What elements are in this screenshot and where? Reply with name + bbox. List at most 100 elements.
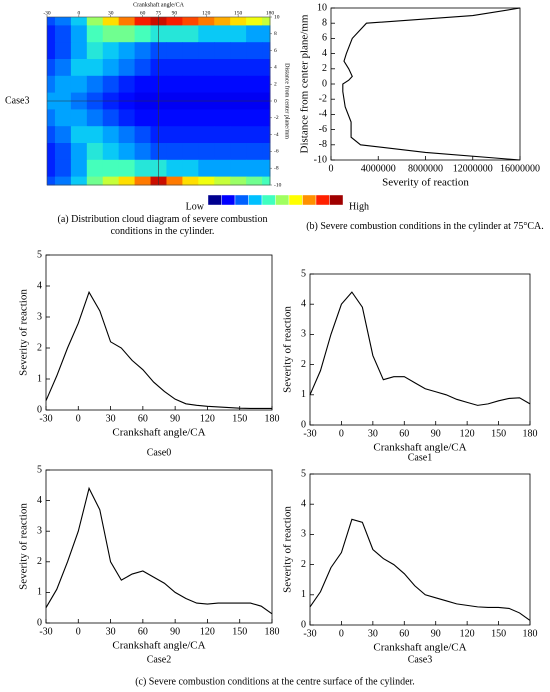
heat-cell bbox=[262, 143, 271, 161]
heat-cell bbox=[102, 159, 120, 178]
line-series bbox=[309, 518, 531, 621]
heat-cell bbox=[214, 25, 231, 43]
heat-cell bbox=[198, 59, 215, 77]
y-tick-label: -4 bbox=[319, 109, 327, 120]
colorbar-low: Low bbox=[186, 201, 205, 212]
heat-cell bbox=[198, 126, 215, 144]
heat-cell bbox=[198, 159, 215, 178]
heat-cell bbox=[182, 143, 199, 161]
x-tick-label: 75 bbox=[156, 10, 162, 16]
heat-cell bbox=[134, 126, 152, 144]
heat-cell bbox=[262, 126, 271, 144]
y-tick-label: 0 bbox=[301, 419, 306, 430]
heat-cell bbox=[214, 109, 231, 127]
x-tick-label: 180 bbox=[266, 10, 275, 16]
heat-cell bbox=[134, 109, 152, 127]
heat-cell bbox=[54, 143, 72, 161]
heat-cell bbox=[47, 143, 56, 161]
heat-cell bbox=[262, 42, 271, 60]
heat-cell bbox=[166, 42, 183, 60]
x-tick-label: -30 bbox=[39, 413, 52, 424]
figure-caption: (c) Severe combustion conditions at the … bbox=[135, 676, 415, 687]
heat-cell bbox=[246, 126, 263, 144]
heat-cell bbox=[118, 42, 136, 60]
heat-cell bbox=[118, 59, 136, 77]
y-tick-label: 6 bbox=[322, 33, 327, 44]
x-tick-label: 120 bbox=[460, 428, 475, 439]
y-tick-label: 1 bbox=[37, 587, 42, 598]
heat-cell bbox=[246, 25, 263, 43]
y-tick-label: -6 bbox=[319, 124, 327, 135]
heat-cell bbox=[47, 17, 56, 26]
x-tick-label: -30 bbox=[43, 10, 51, 16]
x-tick-label: 120 bbox=[200, 626, 215, 637]
heat-cell bbox=[70, 75, 88, 94]
heat-cell bbox=[118, 126, 136, 144]
heat-cell bbox=[54, 176, 72, 186]
heat-cell bbox=[86, 59, 104, 77]
heat-cell bbox=[54, 75, 72, 94]
heat-cell bbox=[118, 176, 136, 186]
x-tick-label: 90 bbox=[172, 10, 178, 16]
x-tick-label: 16000000 bbox=[500, 163, 540, 174]
line-series bbox=[45, 290, 272, 409]
heat-cell bbox=[47, 176, 56, 186]
heat-cell bbox=[166, 143, 183, 161]
caption: Case3 bbox=[408, 654, 432, 665]
y-tick-label: 2 bbox=[37, 556, 42, 567]
heat-cell bbox=[182, 42, 199, 60]
x-axis-label: Crankshaft angle/CA bbox=[112, 640, 205, 652]
x-tick-label: 30 bbox=[108, 10, 114, 16]
y-tick-label: 2 bbox=[301, 559, 306, 570]
y-tick-label: 6 bbox=[274, 48, 277, 54]
heat-cell bbox=[262, 75, 271, 94]
heat-cell bbox=[86, 159, 104, 178]
heat-cell bbox=[214, 42, 231, 60]
colorbar-swatch bbox=[329, 194, 344, 206]
y-axis-label: Severity of reaction bbox=[282, 306, 294, 393]
heat-cell bbox=[86, 17, 104, 26]
x-tick-label: 60 bbox=[138, 413, 148, 424]
y-tick-label: 2 bbox=[37, 342, 42, 353]
heat-cell bbox=[47, 25, 56, 43]
heat-cell bbox=[166, 59, 183, 77]
heat-cell bbox=[262, 17, 271, 26]
x-tick-label: 90 bbox=[170, 626, 180, 637]
heat-cell bbox=[262, 159, 271, 178]
heat-cell bbox=[47, 42, 56, 60]
heat-cell bbox=[182, 159, 199, 178]
heat-cell bbox=[246, 75, 263, 94]
plot-frame bbox=[309, 473, 531, 626]
x-axis-label: Crankshaft angle/CA bbox=[112, 427, 205, 439]
heat-cell bbox=[230, 42, 247, 60]
heat-cell bbox=[182, 126, 199, 144]
y-axis-label: Distance from center plane/mm bbox=[284, 63, 291, 139]
x-tick-label: 180 bbox=[523, 628, 538, 639]
heat-cell bbox=[54, 109, 72, 127]
heat-cell bbox=[214, 17, 231, 26]
plot-frame bbox=[45, 254, 273, 411]
y-axis-label: Severity of reaction bbox=[18, 503, 30, 590]
heat-cell bbox=[182, 59, 199, 77]
heat-cell bbox=[230, 109, 247, 127]
x-axis-label: Crankshaft angle/CA bbox=[373, 642, 466, 654]
y-tick-label: 4 bbox=[37, 495, 42, 506]
plot-frame bbox=[309, 273, 531, 426]
heat-cell bbox=[134, 17, 152, 26]
heat-cell bbox=[47, 59, 56, 77]
x-tick-label: 150 bbox=[232, 413, 247, 424]
x-tick-label: 150 bbox=[232, 626, 247, 637]
y-tick-label: 2 bbox=[274, 81, 277, 87]
heat-cell bbox=[198, 25, 215, 43]
y-tick-label: 0 bbox=[37, 617, 42, 628]
heat-cell bbox=[230, 59, 247, 77]
colorbar-swatch bbox=[234, 194, 249, 206]
heat-cell bbox=[214, 75, 231, 94]
heat-cell bbox=[166, 159, 183, 178]
heat-cell bbox=[102, 75, 120, 94]
heat-cell bbox=[134, 42, 152, 60]
heat-cell bbox=[166, 75, 183, 94]
heat-cell bbox=[262, 109, 271, 127]
heat-cell bbox=[54, 42, 72, 60]
